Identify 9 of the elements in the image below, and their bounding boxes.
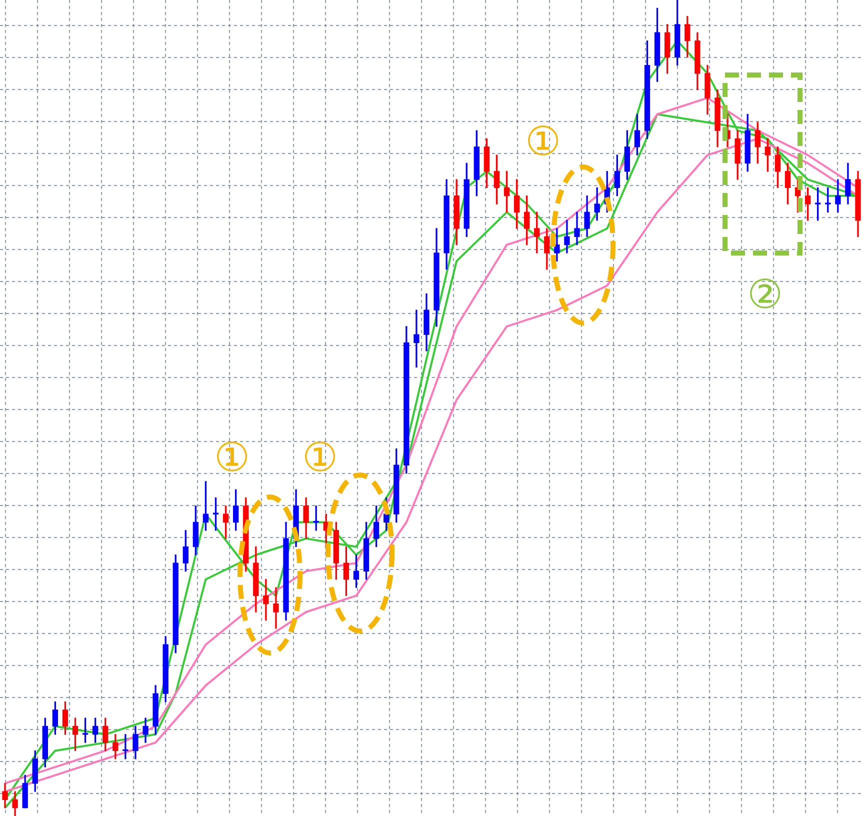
- annotation: ①: [524, 118, 562, 167]
- annotation: ①: [213, 434, 251, 483]
- candlestick: [263, 579, 269, 620]
- annotation: ②: [746, 271, 784, 320]
- candlestick: [564, 220, 570, 254]
- candlestick: [414, 310, 420, 368]
- annotation: ①: [301, 434, 339, 483]
- candlestick: [273, 587, 279, 629]
- candlestick: [122, 734, 128, 760]
